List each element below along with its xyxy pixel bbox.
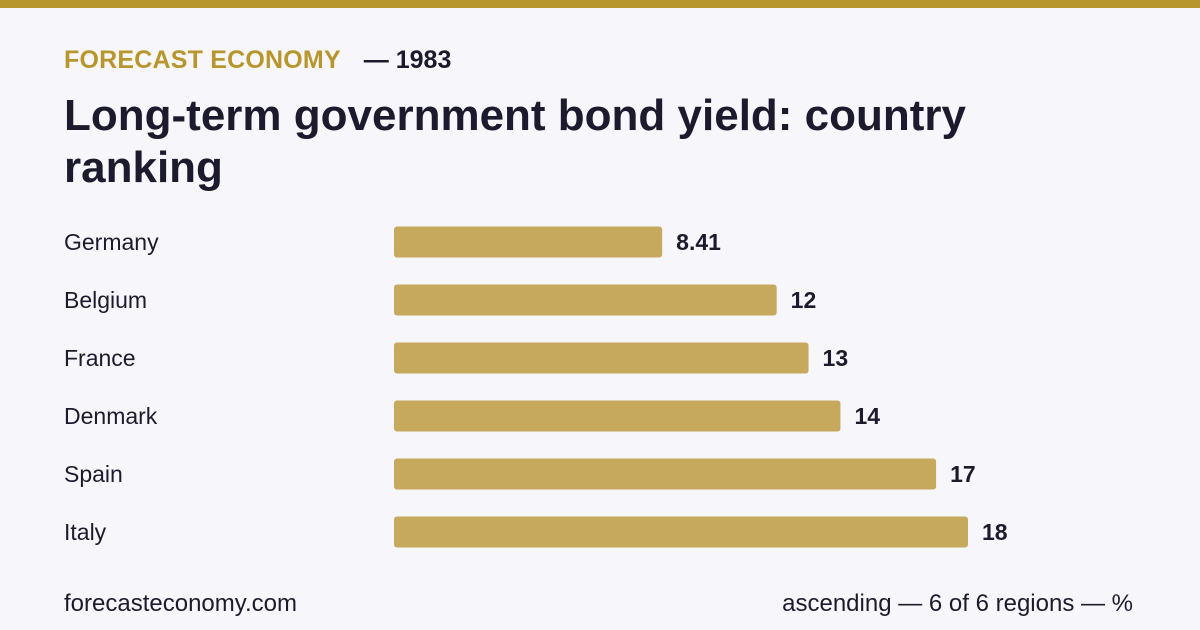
- value-label: 14: [854, 403, 880, 429]
- bar: [394, 516, 968, 548]
- category-label: Denmark: [64, 403, 158, 429]
- kicker: FORECAST ECONOMY — 1983: [64, 46, 451, 75]
- category-label: France: [64, 345, 136, 371]
- chart-title: Long-term government bond yield: country…: [64, 91, 967, 192]
- bar: [394, 284, 777, 316]
- value-label: 12: [791, 287, 817, 313]
- footer-site: forecasteconomy.com: [64, 590, 297, 617]
- category-label: Spain: [64, 461, 123, 487]
- bar-chart: Germany 8.41 Belgium 12 France 13 Denmark 14 Spa…: [64, 226, 1008, 548]
- bar: [394, 400, 841, 432]
- value-label: 8.41: [676, 229, 721, 255]
- footer-note: ascending — 6 of 6 regions — %: [782, 590, 1133, 617]
- value-label: 17: [950, 461, 976, 487]
- bar: [394, 458, 937, 490]
- value-label: 18: [982, 519, 1008, 545]
- bar: [394, 226, 663, 258]
- category-label: Italy: [64, 519, 107, 545]
- brand-name: FORECAST ECONOMY: [64, 46, 341, 74]
- category-label: Germany: [64, 229, 159, 255]
- year-label: — 1983: [363, 46, 452, 74]
- value-label: 13: [823, 345, 849, 371]
- category-label: Belgium: [64, 287, 147, 313]
- top-accent-bar: [0, 0, 1200, 8]
- bar: [394, 342, 809, 374]
